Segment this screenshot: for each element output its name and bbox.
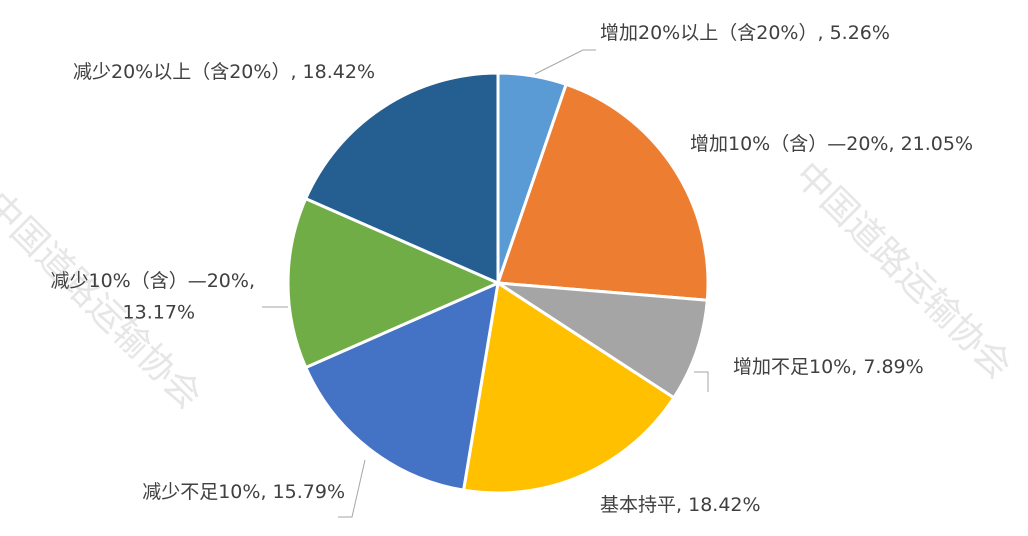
category-name: 基本持平 xyxy=(600,494,676,516)
value-label: 18.42% xyxy=(688,494,760,516)
leader-line xyxy=(694,371,709,392)
data-label: 增加20%以上（含20%）, 5.26% xyxy=(600,22,890,44)
value-label: 21.05% xyxy=(901,133,973,155)
watermark: 中国道路运输协会 xyxy=(787,154,1020,387)
category-name: 减少不足10% xyxy=(142,481,260,503)
data-label: 基本持平, 18.42% xyxy=(600,494,761,516)
pie-slice xyxy=(461,280,676,495)
separator: , xyxy=(260,481,272,503)
pie-slice xyxy=(303,71,500,286)
data-label: 减少20%以上（含20%）, 18.42% xyxy=(73,61,375,83)
category-name: 增加10%（含）—20% xyxy=(690,133,888,155)
pie-slice xyxy=(497,281,709,400)
data-label: 增加不足10%, 7.89% xyxy=(733,356,924,378)
value-label: 18.42% xyxy=(303,61,375,83)
value-label: 13.17% xyxy=(123,302,195,324)
separator: , xyxy=(676,494,688,516)
separator: , xyxy=(851,356,863,378)
value-label: 15.79% xyxy=(273,481,345,503)
labels: 增加20%以上（含20%）, 5.26% 增加10%（含）—20%, 21.05%… xyxy=(50,22,973,518)
separator: , xyxy=(888,133,900,155)
category-name: 增加20%以上（含20%） xyxy=(600,22,817,44)
separator: , xyxy=(817,22,829,44)
leader-line xyxy=(338,459,366,518)
value-label: 5.26% xyxy=(830,22,890,44)
separator: , xyxy=(290,61,302,83)
separator: , xyxy=(249,270,255,292)
data-label: 增加10%（含）—20%, 21.05% xyxy=(690,133,973,155)
pie-slice xyxy=(303,280,500,492)
category-name: 增加不足10% xyxy=(733,356,851,378)
data-label: 减少10%（含）—20%, xyxy=(50,270,255,292)
leader-line xyxy=(534,49,596,75)
pie xyxy=(286,71,710,495)
value-label: 7.89% xyxy=(863,356,923,378)
pie-slice xyxy=(495,82,710,302)
category-name: 减少10%（含）—20% xyxy=(50,270,248,292)
pie-slice xyxy=(286,196,502,370)
category-name: 减少20%以上（含20%） xyxy=(73,61,290,83)
data-label: 减少不足10%, 15.79% xyxy=(142,481,345,503)
